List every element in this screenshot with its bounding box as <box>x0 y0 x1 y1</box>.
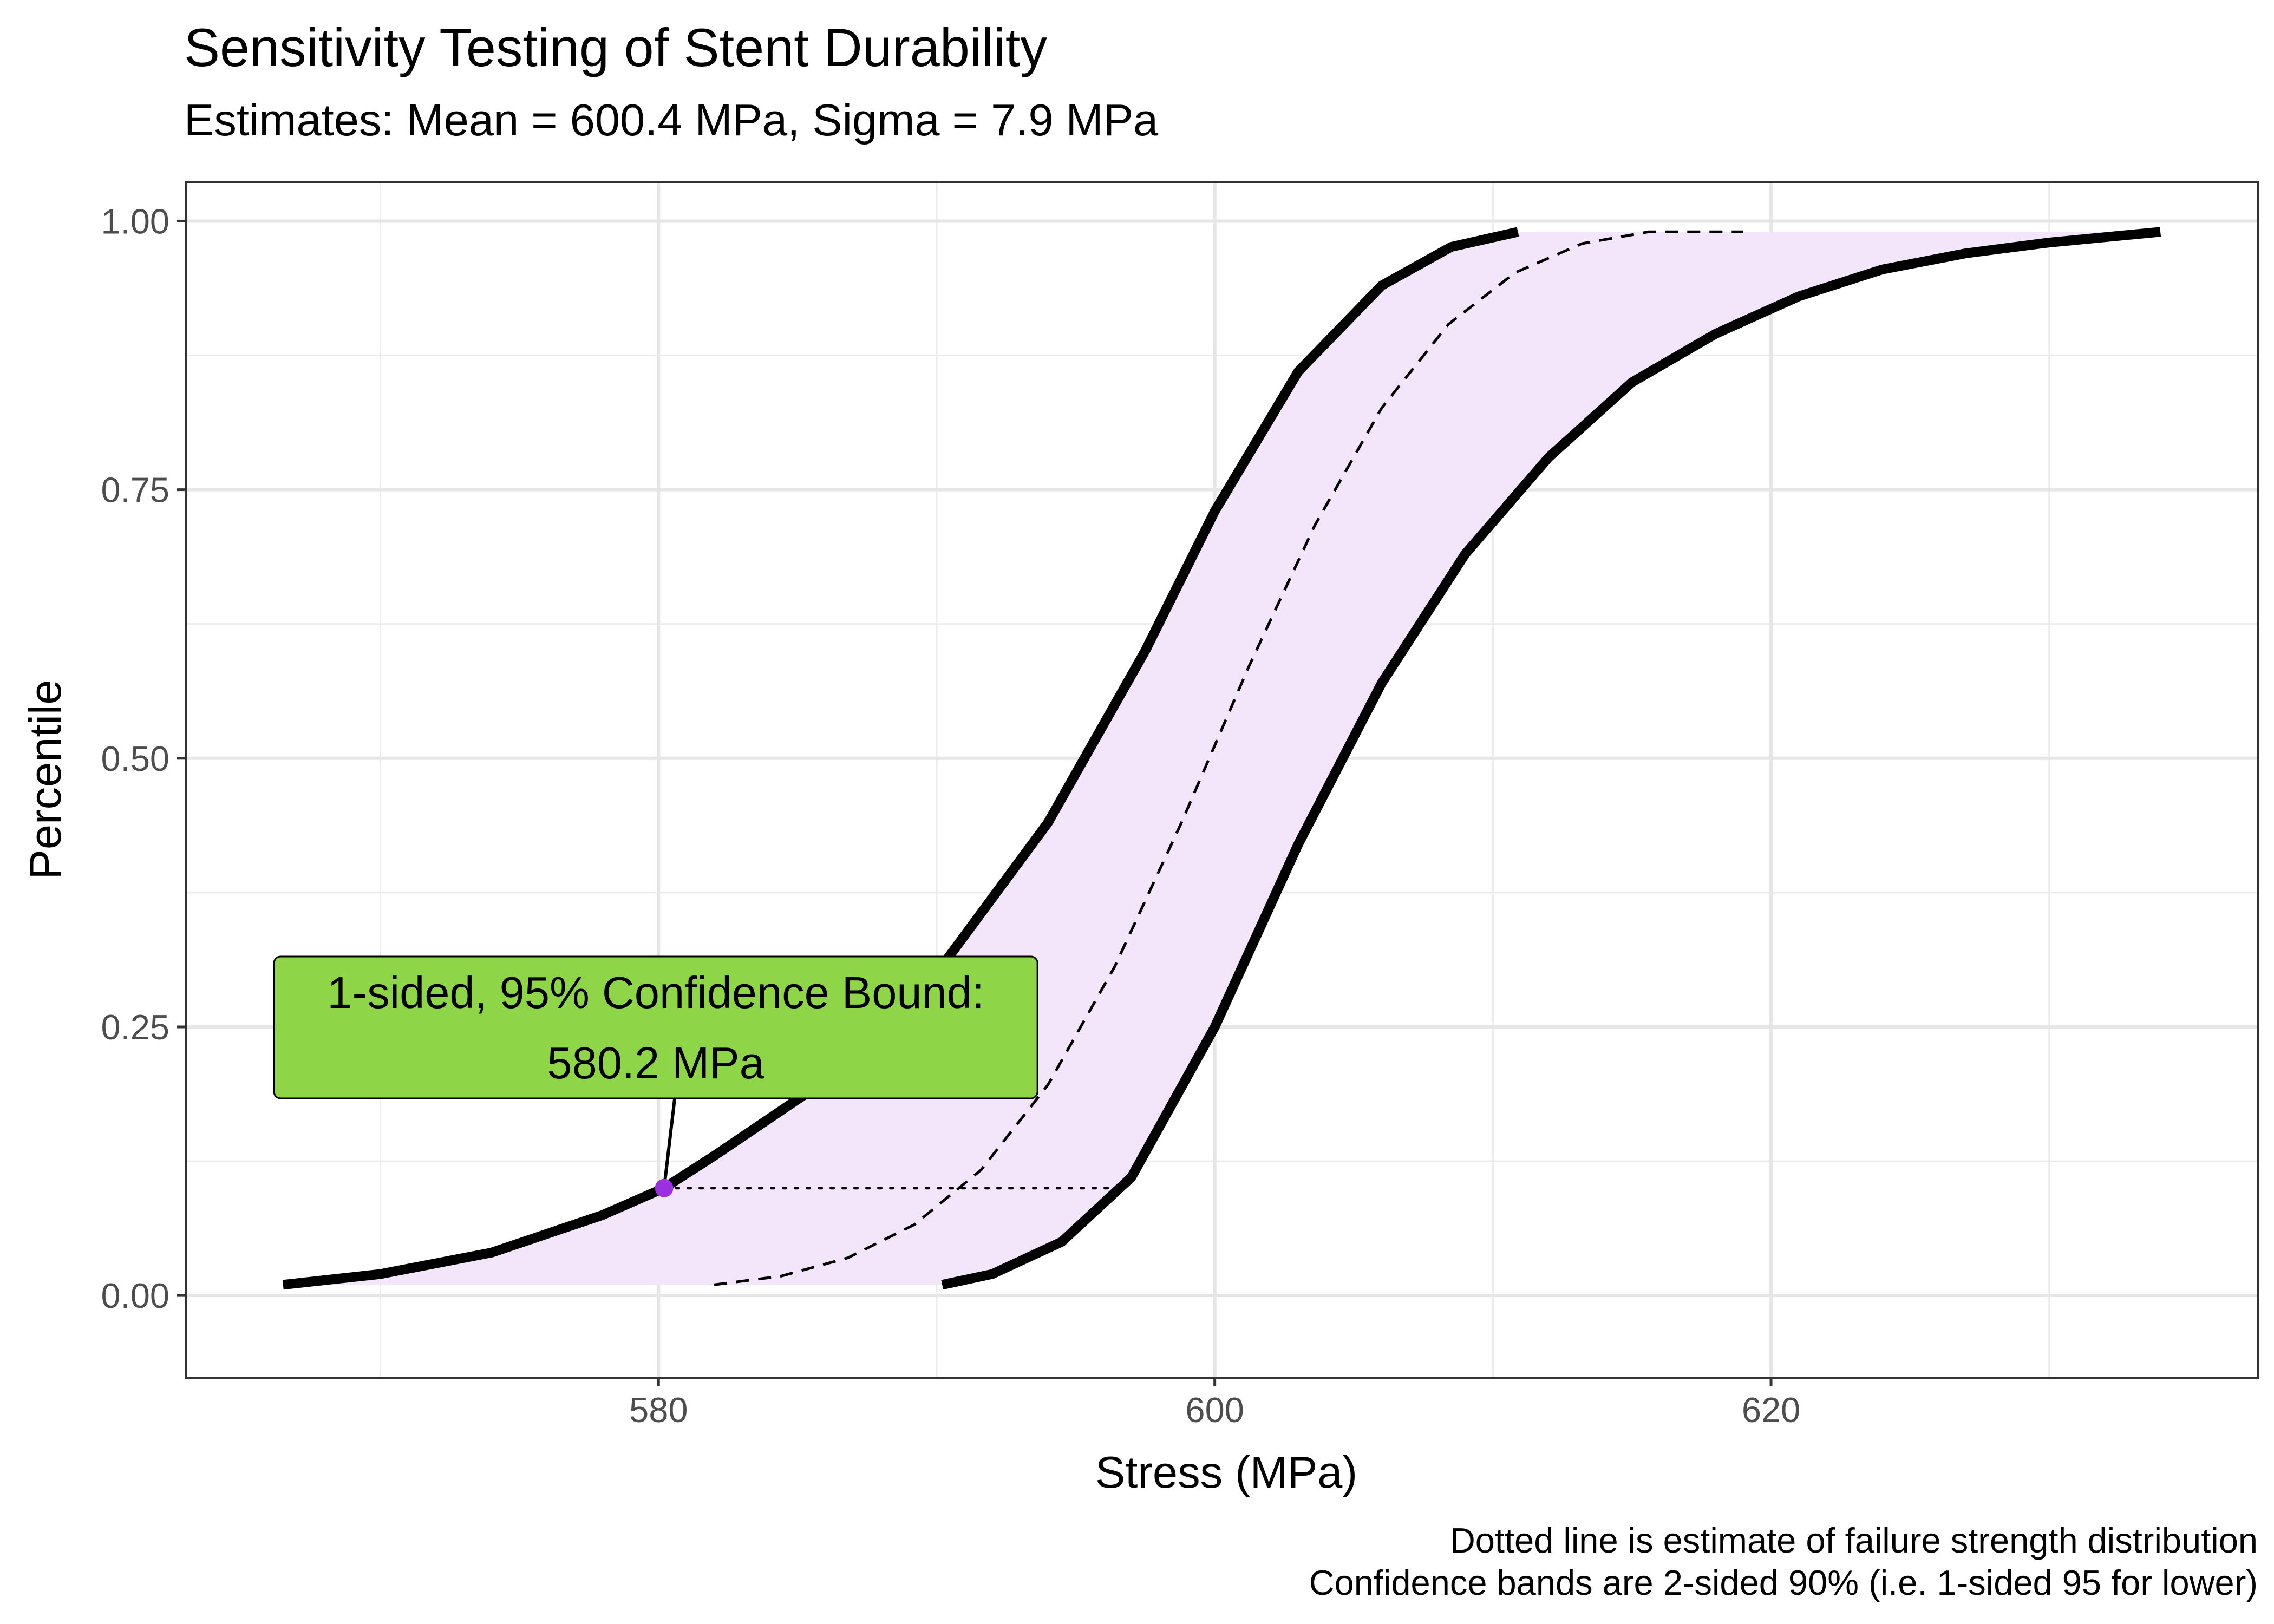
confidence-bound-point <box>655 1178 674 1197</box>
annotation-box <box>273 955 1038 1099</box>
confidence-band-area <box>283 232 2161 1285</box>
x-tick-label: 600 <box>1185 1390 1244 1430</box>
x-tick-label: 620 <box>1742 1390 1800 1430</box>
y-tick-label: 1.00 <box>101 201 169 241</box>
panel-frame <box>185 181 2259 1379</box>
annotation-connector <box>662 1098 677 1189</box>
x-tick-label: 580 <box>629 1390 688 1430</box>
y-tick-label: 0.50 <box>101 739 169 778</box>
caption-line-1: Dotted line is estimate of failure stren… <box>1450 1521 2258 1560</box>
chart-subtitle: Estimates: Mean = 600.4 MPa, Sigma = 7.9… <box>184 95 1159 145</box>
annotation-text-line-2: 580.2 MPa <box>547 1038 764 1088</box>
y-tick-label: 0.75 <box>101 470 169 510</box>
y-tick-label: 0.00 <box>101 1276 169 1315</box>
confidence-band <box>283 232 2161 1285</box>
x-axis-title: Stress (MPa) <box>1095 1447 1357 1497</box>
panel-border <box>185 181 2259 1379</box>
y-tick-label: 0.25 <box>101 1007 169 1047</box>
chart-title: Sensitivity Testing of Stent Durability <box>184 17 1047 77</box>
upper-bound-line <box>941 227 2161 1290</box>
axis-ticks: 0.00 0.25 0.50 0.75 1.00 580 600 620 <box>101 201 1800 1430</box>
caption-line-2: Confidence bands are 2-sided 90% (i.e. 1… <box>1309 1563 2258 1602</box>
annotation-layer: 1-sided, 95% Confidence Bound: 580.2 MPa <box>273 955 1038 1197</box>
annotation-text-line-1: 1-sided, 95% Confidence Bound: <box>327 967 984 1018</box>
y-axis-title: Percentile <box>20 679 70 879</box>
estimate-dashed-line <box>714 230 1743 1286</box>
